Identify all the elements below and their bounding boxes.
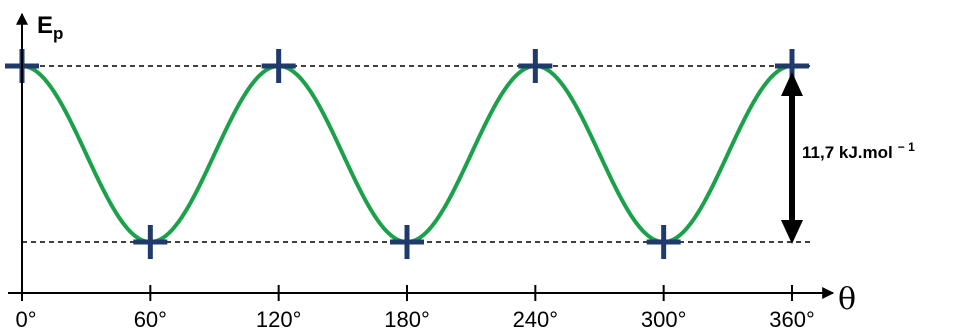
point-marker-120 xyxy=(261,49,296,83)
x-tick-label-60: 60° xyxy=(134,307,167,332)
energy-barrier-annotation xyxy=(781,72,803,244)
energy-barrier-label: 11,7 kJ.mol − 1 xyxy=(802,140,915,162)
x-axis-label: θ xyxy=(838,282,856,317)
point-marker-240 xyxy=(518,49,553,83)
energy-curve xyxy=(20,63,794,245)
x-tick-label-0: 0° xyxy=(15,307,36,332)
x-tick-label-180: 180° xyxy=(384,307,430,332)
point-marker-60 xyxy=(133,225,168,259)
x-tick-label-120: 120° xyxy=(256,307,302,332)
point-marker-300 xyxy=(646,225,681,259)
y-axis-label: Ep xyxy=(37,12,63,43)
x-tick-label-240: 240° xyxy=(513,307,559,332)
x-tick-label-360: 360° xyxy=(769,307,815,332)
point-marker-180 xyxy=(390,225,424,259)
x-tick-label-300: 300° xyxy=(641,307,687,332)
